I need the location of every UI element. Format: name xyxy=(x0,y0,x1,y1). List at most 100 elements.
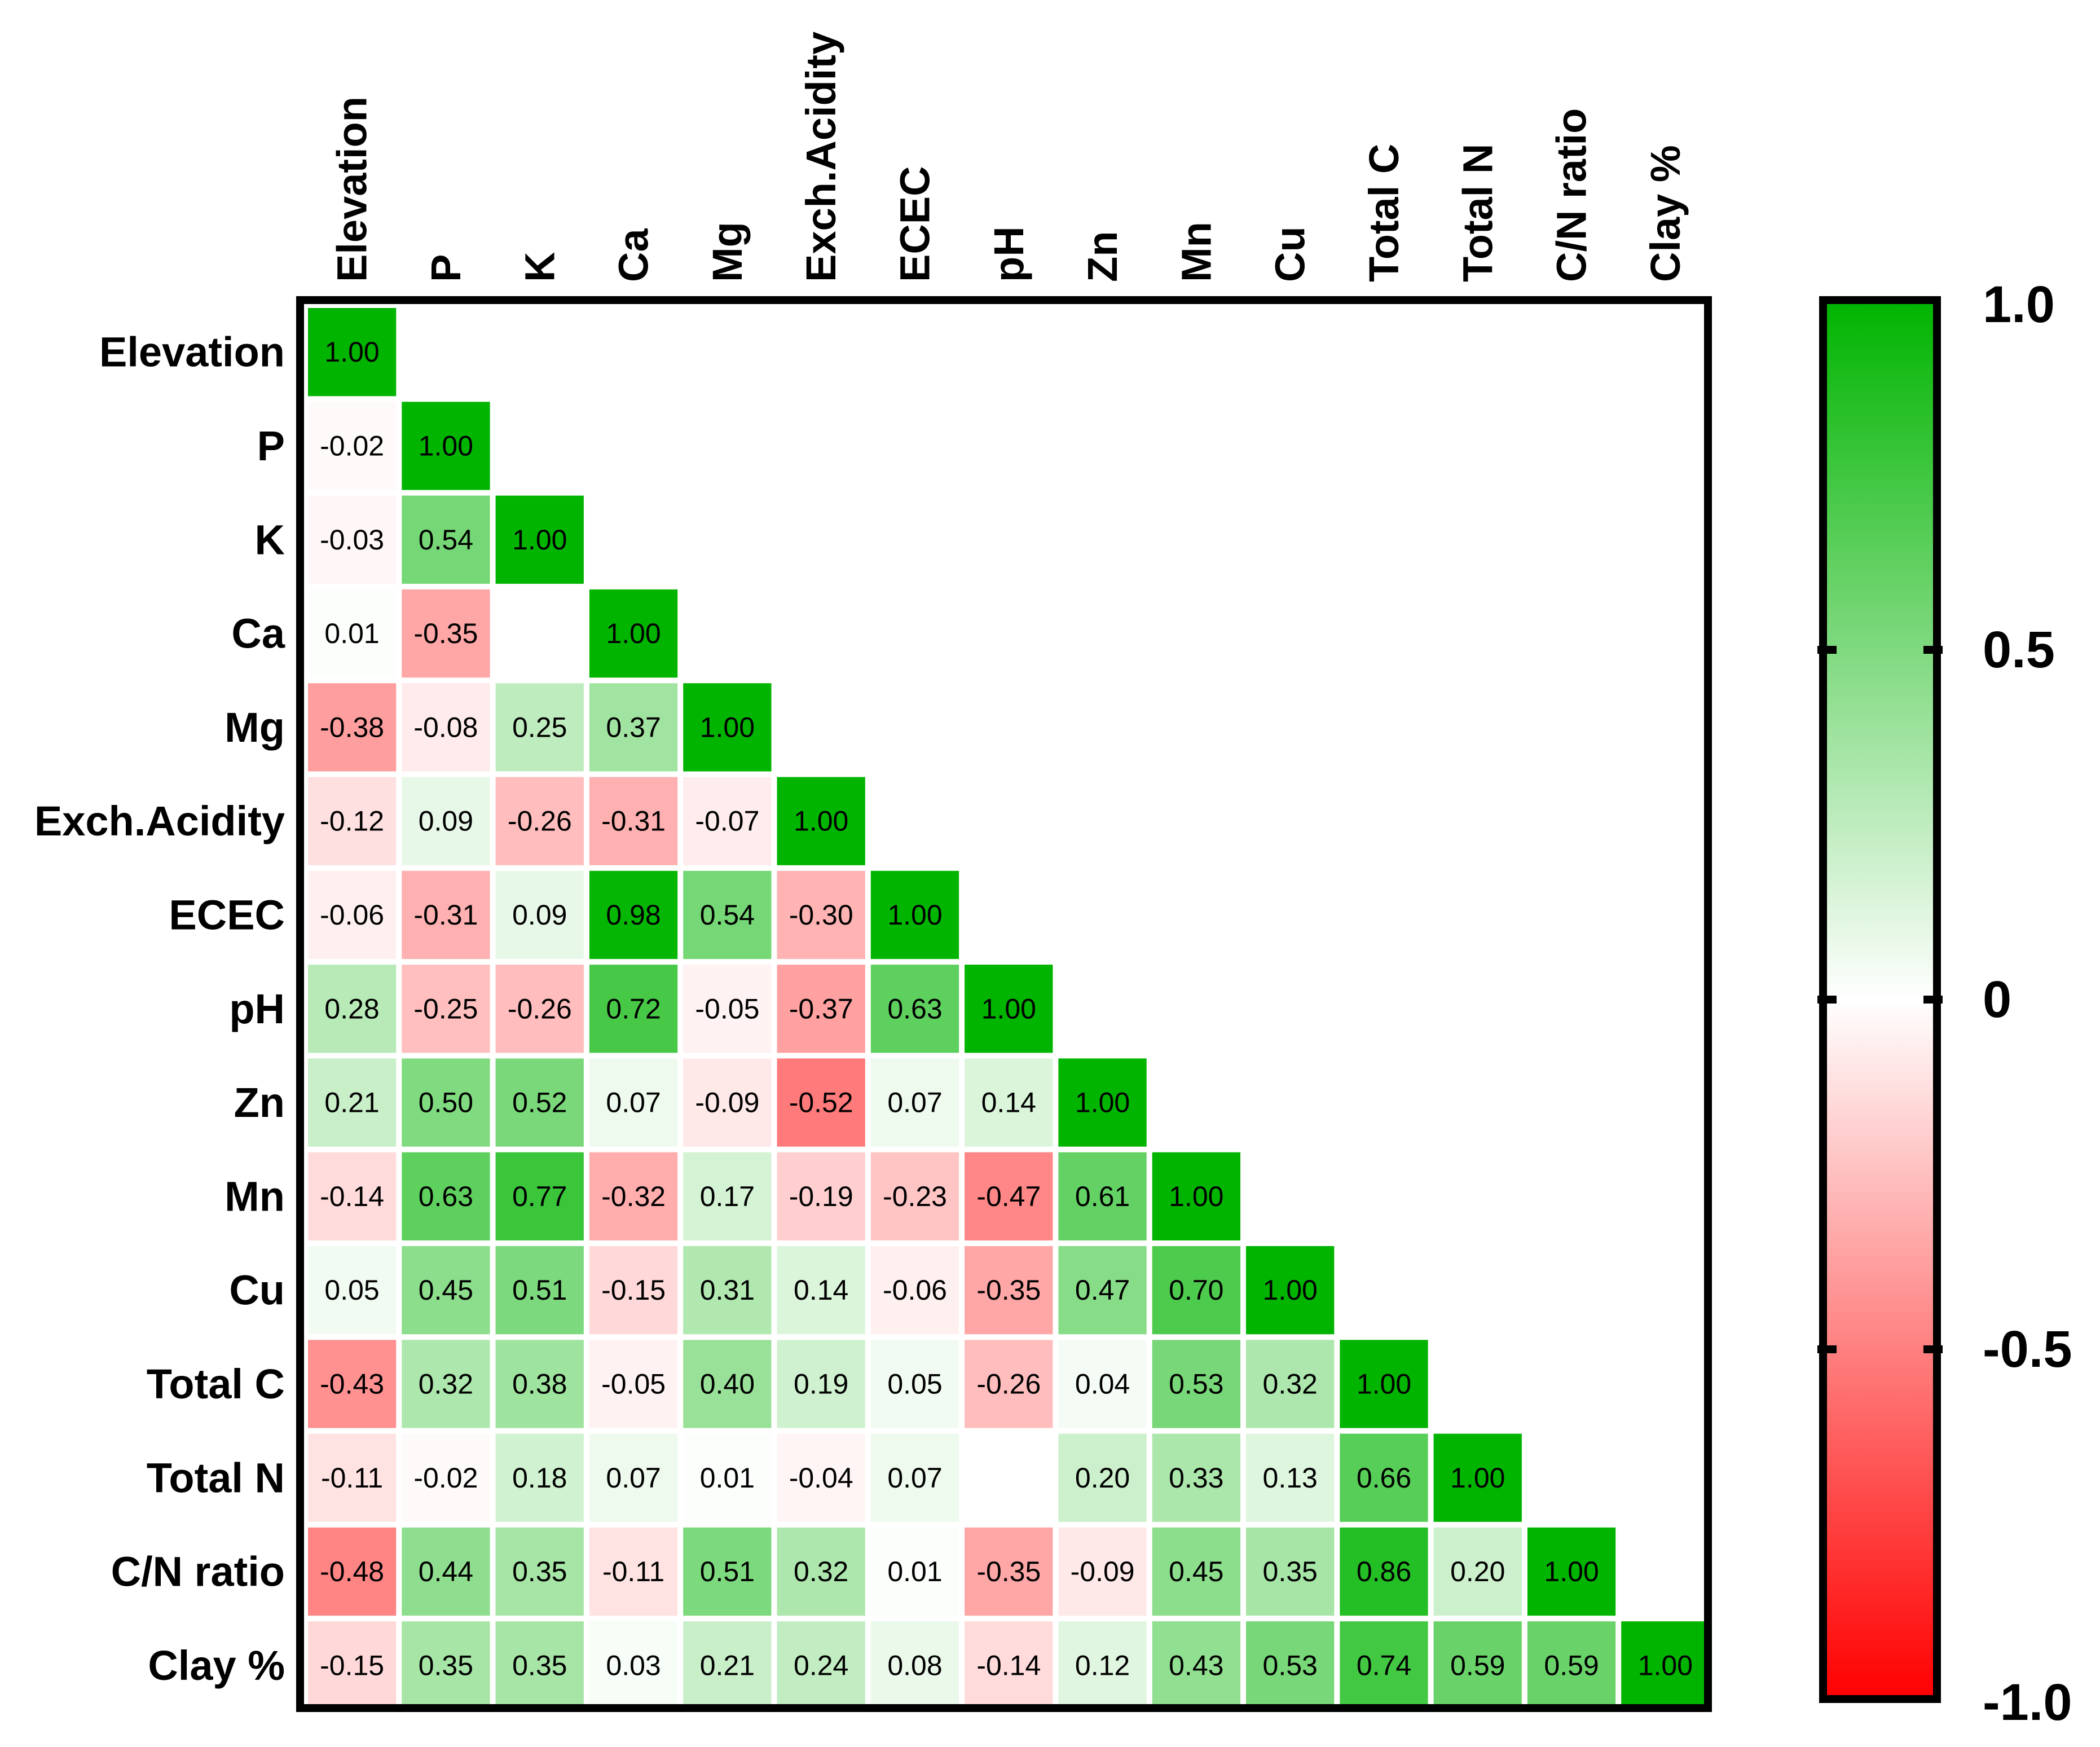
heatmap-value-label: 0.08 xyxy=(887,1649,942,1681)
heatmap-value-label: 0.74 xyxy=(1357,1649,1411,1681)
heatmap-cell-mn-ph xyxy=(965,1152,1053,1240)
heatmap-value-label: 0.32 xyxy=(794,1556,848,1587)
heatmap-cell-ph-ca xyxy=(589,965,678,1053)
heatmap-cell-cu-ecec xyxy=(870,1246,959,1335)
heatmap-value-label: 1.00 xyxy=(512,524,567,556)
heatmap-cell-clay-total-n xyxy=(1433,1621,1522,1710)
heatmap-cell-ph-mg xyxy=(683,965,772,1053)
heatmap-cell-c-n-ratio-ecec xyxy=(870,1527,959,1616)
heatmap-value-label: 0.01 xyxy=(887,1556,942,1587)
heatmap-value-label: 0.53 xyxy=(1169,1368,1223,1400)
heatmap-value-label: -0.35 xyxy=(976,1556,1041,1587)
row-label-total-c: Total C xyxy=(147,1361,285,1407)
heatmap-cell-ecec-exch-acidity xyxy=(777,870,865,960)
heatmap-value-label: 0.31 xyxy=(700,1274,755,1306)
heatmap-value-label: -0.30 xyxy=(789,899,853,931)
heatmap-cell-total-n-mn xyxy=(1152,1433,1240,1522)
heatmap-value-label: 0.63 xyxy=(887,993,942,1024)
heatmap-value-label: 0.61 xyxy=(1075,1181,1130,1212)
heatmap-cell-total-n-zn xyxy=(1058,1433,1147,1522)
heatmap-value-label: 0.25 xyxy=(512,711,567,743)
row-label-elevation: Elevation xyxy=(99,329,285,376)
row-label-mn: Mn xyxy=(224,1173,285,1220)
heatmap-value-label: 0.14 xyxy=(794,1274,848,1306)
heatmap-cell-c-n-ratio-mn xyxy=(1152,1527,1240,1616)
heatmap-cell-zn-ca xyxy=(589,1058,678,1147)
heatmap-cell-mn-mn xyxy=(1152,1152,1240,1240)
heatmap-value-label: -0.09 xyxy=(695,1087,759,1119)
heatmap-cell-exch-acidity-p xyxy=(402,777,490,865)
heatmap-value-label: 0.20 xyxy=(1450,1556,1505,1587)
column-label-k: K xyxy=(516,252,563,282)
heatmap-cell-clay-mg xyxy=(683,1621,772,1710)
heatmap-cell-total-c-p xyxy=(402,1340,490,1428)
heatmap-cell-mn-ca xyxy=(589,1152,678,1240)
heatmap-cell-cu-mg xyxy=(683,1246,772,1335)
heatmap-value-label: 1.00 xyxy=(419,430,473,461)
heatmap-value-label: 0.19 xyxy=(794,1368,848,1400)
heatmap-value-label: 0.32 xyxy=(419,1368,473,1400)
heatmap-value-label: 0.44 xyxy=(419,1556,473,1587)
heatmap-cell-mg-p xyxy=(402,683,490,772)
heatmap-value-label: 0.05 xyxy=(887,1368,942,1400)
heatmap-value-labels: 1.00 -0.02 1.00 -0.03 0.54 1.00 0.01 -0.35 1.00 -… xyxy=(320,336,1693,1681)
heatmap-cell-total-n-mg xyxy=(683,1433,772,1522)
heatmap-cell-ph-p xyxy=(402,965,490,1053)
heatmap-value-label: 0.05 xyxy=(324,1274,379,1306)
heatmap-cell-exch-acidity-k xyxy=(495,777,584,865)
heatmap-cell-cu-zn xyxy=(1058,1246,1147,1335)
heatmap-cell-zn-elevation xyxy=(308,1058,397,1147)
heatmap-value-label: -0.47 xyxy=(976,1181,1041,1212)
heatmap-value-label: 0.32 xyxy=(1263,1368,1318,1400)
heatmap-cell-clay-elevation xyxy=(308,1621,397,1710)
heatmap-cell-c-n-ratio-c-n-ratio xyxy=(1527,1527,1616,1616)
heatmap-value-label: 1.00 xyxy=(1544,1556,1599,1587)
heatmap-cell-zn-ecec xyxy=(870,1058,959,1147)
column-label-elevation: Elevation xyxy=(329,96,376,282)
heatmap-value-label: -0.02 xyxy=(413,1462,478,1494)
heatmap-cell-mg-ca xyxy=(589,683,678,772)
heatmap-value-label: 0.03 xyxy=(606,1649,661,1681)
heatmap-value-label: 0.66 xyxy=(1357,1462,1411,1494)
heatmap-value-label: 0.59 xyxy=(1450,1649,1505,1681)
colorbar-tick-label: -0.5 xyxy=(1983,1321,2072,1378)
heatmap-value-label: 0.38 xyxy=(512,1368,567,1400)
heatmap-cell-elevation-elevation xyxy=(308,308,397,397)
heatmap-cell-c-n-ratio-ph xyxy=(965,1527,1053,1616)
heatmap-cell-total-n-elevation xyxy=(308,1433,397,1522)
heatmap-cell-c-n-ratio-zn xyxy=(1058,1527,1147,1616)
colorbar-tick-label: -1.0 xyxy=(1983,1674,2072,1731)
heatmap-cell-zn-zn xyxy=(1058,1058,1147,1147)
heatmap-value-label: 0.01 xyxy=(700,1462,755,1494)
heatmap-value-label: 0.98 xyxy=(606,899,661,931)
heatmap-value-label: -0.14 xyxy=(976,1649,1041,1681)
heatmap-value-label: -0.26 xyxy=(508,806,572,837)
heatmap-cell-c-n-ratio-cu xyxy=(1246,1527,1335,1616)
heatmap-value-label: 0.47 xyxy=(1075,1274,1130,1306)
heatmap-cell-k-k xyxy=(495,495,584,584)
heatmap-cell-cu-mn xyxy=(1152,1246,1240,1335)
heatmap-value-label: -0.48 xyxy=(320,1556,384,1587)
heatmap-cell-clay-zn xyxy=(1058,1621,1147,1710)
heatmap-value-label: 0.45 xyxy=(419,1274,473,1306)
heatmap-value-label: -0.05 xyxy=(695,993,759,1024)
heatmap-value-label: 1.00 xyxy=(981,993,1036,1024)
heatmap-value-label: 0.07 xyxy=(606,1087,661,1119)
heatmap-value-label: 0.37 xyxy=(606,711,661,743)
colorbar-tick-label: 0.5 xyxy=(1983,621,2055,679)
heatmap-value-label: -0.05 xyxy=(601,1368,666,1400)
heatmap-cell-ph-ph xyxy=(965,965,1053,1053)
heatmap-cell-mn-exch-acidity xyxy=(777,1152,865,1240)
heatmap-value-label: -0.08 xyxy=(413,711,478,743)
heatmap-cells xyxy=(308,308,1710,1710)
heatmap-value-label: 0.51 xyxy=(512,1274,567,1306)
heatmap-value-label: 0.14 xyxy=(981,1087,1036,1119)
heatmap-cell-p-p xyxy=(402,402,490,490)
heatmap-value-label: -0.23 xyxy=(883,1181,947,1212)
column-label-total-c: Total C xyxy=(1361,144,1407,282)
heatmap-cell-cu-p xyxy=(402,1246,490,1335)
heatmap-value-label: -0.12 xyxy=(320,806,384,837)
heatmap-cell-c-n-ratio-p xyxy=(402,1527,490,1616)
heatmap-cell-mn-p xyxy=(402,1152,490,1240)
heatmap-value-label: 1.00 xyxy=(324,336,379,368)
